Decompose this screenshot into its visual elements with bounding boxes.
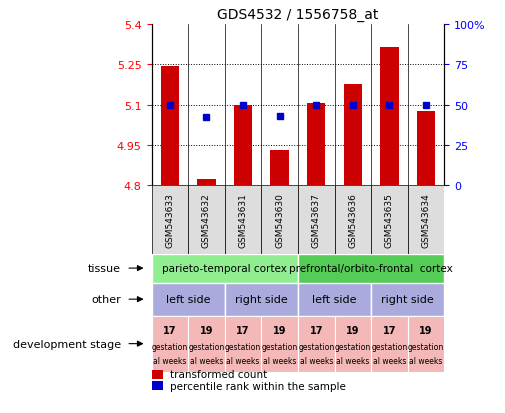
Text: transformed count: transformed count bbox=[170, 369, 268, 379]
Bar bbox=[188, 316, 225, 372]
Text: left side: left side bbox=[166, 294, 211, 304]
Bar bbox=[152, 186, 188, 254]
Bar bbox=[307, 104, 325, 186]
Bar bbox=[161, 66, 179, 186]
Text: al weeks: al weeks bbox=[153, 356, 186, 365]
Text: 19: 19 bbox=[419, 325, 433, 335]
Text: GSM543633: GSM543633 bbox=[165, 192, 174, 247]
Text: GSM543630: GSM543630 bbox=[275, 192, 284, 247]
Bar bbox=[152, 381, 163, 390]
Text: GSM543637: GSM543637 bbox=[312, 192, 321, 247]
Text: al weeks: al weeks bbox=[410, 356, 443, 365]
Text: 19: 19 bbox=[346, 325, 360, 335]
Bar bbox=[344, 85, 362, 186]
Text: percentile rank within the sample: percentile rank within the sample bbox=[170, 381, 346, 391]
Bar bbox=[298, 254, 444, 283]
Text: 19: 19 bbox=[273, 325, 286, 335]
Bar bbox=[371, 186, 408, 254]
Bar bbox=[225, 186, 262, 254]
Text: 17: 17 bbox=[163, 325, 177, 335]
Text: GSM543635: GSM543635 bbox=[385, 192, 394, 247]
Bar bbox=[152, 316, 188, 372]
Text: 17: 17 bbox=[383, 325, 396, 335]
Text: gestation: gestation bbox=[298, 342, 334, 351]
Bar bbox=[408, 316, 444, 372]
Bar bbox=[298, 283, 371, 316]
Text: GSM543636: GSM543636 bbox=[348, 192, 358, 247]
Text: right side: right side bbox=[235, 294, 288, 304]
Text: other: other bbox=[91, 294, 121, 304]
Bar bbox=[371, 283, 444, 316]
Bar bbox=[334, 316, 371, 372]
Text: al weeks: al weeks bbox=[190, 356, 223, 365]
Text: 17: 17 bbox=[310, 325, 323, 335]
Bar bbox=[188, 186, 225, 254]
Text: gestation: gestation bbox=[225, 342, 261, 351]
Text: GSM543631: GSM543631 bbox=[238, 192, 247, 247]
Bar bbox=[408, 186, 444, 254]
Text: GSM543632: GSM543632 bbox=[202, 192, 211, 247]
Bar bbox=[225, 316, 262, 372]
Bar bbox=[197, 179, 216, 186]
Text: 17: 17 bbox=[236, 325, 250, 335]
Bar bbox=[262, 186, 298, 254]
Text: al weeks: al weeks bbox=[299, 356, 333, 365]
Text: GSM543634: GSM543634 bbox=[422, 192, 431, 247]
Bar bbox=[371, 316, 408, 372]
Text: prefrontal/orbito-frontal  cortex: prefrontal/orbito-frontal cortex bbox=[289, 263, 453, 273]
Bar bbox=[152, 283, 225, 316]
Bar bbox=[298, 186, 335, 254]
Text: right side: right side bbox=[381, 294, 434, 304]
Text: left side: left side bbox=[312, 294, 357, 304]
Bar bbox=[271, 151, 289, 186]
Bar bbox=[152, 370, 163, 379]
Bar bbox=[234, 105, 252, 186]
Bar bbox=[262, 316, 298, 372]
Text: gestation: gestation bbox=[371, 342, 408, 351]
Text: parieto-temporal cortex: parieto-temporal cortex bbox=[162, 263, 287, 273]
Bar bbox=[417, 112, 435, 186]
Text: gestation: gestation bbox=[152, 342, 188, 351]
Text: al weeks: al weeks bbox=[263, 356, 296, 365]
Bar bbox=[334, 186, 371, 254]
Text: tissue: tissue bbox=[88, 263, 121, 273]
Bar bbox=[380, 47, 398, 186]
Text: gestation: gestation bbox=[408, 342, 444, 351]
Title: GDS4532 / 1556758_at: GDS4532 / 1556758_at bbox=[217, 8, 379, 22]
Text: gestation: gestation bbox=[335, 342, 371, 351]
Text: al weeks: al weeks bbox=[336, 356, 370, 365]
Text: 19: 19 bbox=[199, 325, 213, 335]
Text: development stage: development stage bbox=[13, 339, 121, 349]
Bar bbox=[152, 254, 298, 283]
Text: gestation: gestation bbox=[188, 342, 225, 351]
Bar bbox=[298, 316, 335, 372]
Bar bbox=[225, 283, 298, 316]
Text: gestation: gestation bbox=[262, 342, 298, 351]
Text: al weeks: al weeks bbox=[226, 356, 260, 365]
Text: al weeks: al weeks bbox=[373, 356, 406, 365]
